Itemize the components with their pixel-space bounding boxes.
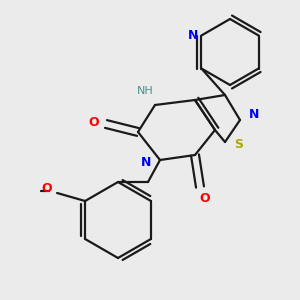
Text: O: O xyxy=(42,182,52,194)
Text: N: N xyxy=(188,29,199,42)
Text: S: S xyxy=(235,137,244,151)
Text: NH: NH xyxy=(136,86,153,96)
Text: N: N xyxy=(141,155,151,169)
Text: N: N xyxy=(249,109,259,122)
Text: O: O xyxy=(200,193,210,206)
Text: O: O xyxy=(89,116,99,128)
